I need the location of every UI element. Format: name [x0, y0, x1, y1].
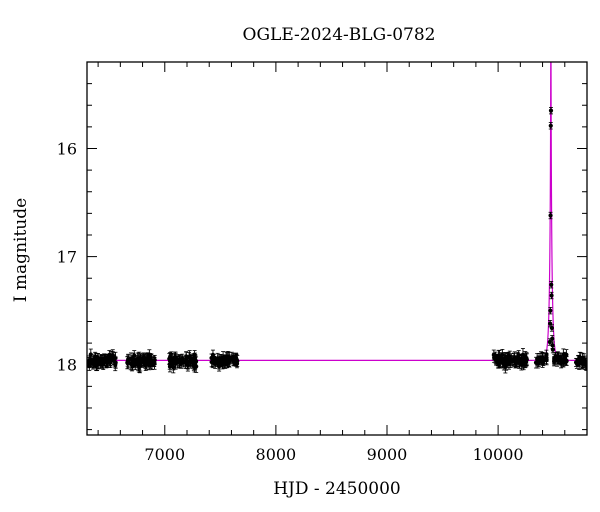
- data-points-layer: [87, 107, 587, 374]
- data-point: [145, 352, 150, 365]
- data-point: [507, 355, 512, 366]
- data-point: [516, 350, 521, 360]
- data-point: [108, 356, 113, 367]
- data-point: [573, 357, 579, 367]
- data-point: [536, 355, 541, 366]
- data-point: [541, 353, 546, 364]
- y-axis-label: I magnitude: [11, 198, 31, 302]
- data-point: [136, 353, 141, 365]
- x-tick-label: 9000: [367, 445, 408, 464]
- data-point: [491, 349, 496, 361]
- data-point: [171, 356, 176, 371]
- chart-title: OGLE-2024-BLG-0782: [243, 25, 436, 45]
- x-tick-label: 8000: [256, 445, 297, 464]
- x-tick-label: 10000: [473, 445, 524, 464]
- data-point: [548, 107, 554, 115]
- data-point: [548, 122, 553, 130]
- data-point: [524, 352, 529, 365]
- y-tick-label: 18: [57, 356, 77, 375]
- data-point: [130, 355, 135, 368]
- data-point: [547, 338, 552, 346]
- data-point: [152, 356, 157, 368]
- data-point: [555, 351, 560, 361]
- data-point: [98, 354, 103, 366]
- x-tick-labels: 7000 8000 9000 10000: [144, 445, 523, 464]
- plot-frame: [86, 61, 588, 436]
- data-point: [561, 355, 566, 367]
- data-point: [113, 358, 118, 368]
- data-point: [104, 354, 109, 365]
- data-point: [495, 353, 500, 367]
- x-tick-label: 7000: [144, 445, 185, 464]
- model-curve: [87, 62, 587, 361]
- data-point: [125, 356, 130, 370]
- data-point: [148, 356, 153, 369]
- data-point: [549, 281, 554, 289]
- data-point: [578, 352, 583, 365]
- y-tick-labels: 16 17 18: [57, 139, 77, 374]
- data-point: [210, 349, 216, 360]
- data-point: [209, 356, 214, 368]
- data-point: [233, 352, 239, 364]
- data-point: [520, 348, 526, 362]
- data-point: [549, 291, 554, 300]
- data-point: [512, 355, 517, 367]
- data-point: [188, 355, 194, 366]
- x-axis-label: HJD - 2450000: [273, 479, 401, 499]
- data-point: [177, 354, 182, 369]
- y-tick-label: 17: [57, 248, 77, 267]
- data-point: [87, 357, 91, 368]
- data-point: [91, 357, 96, 369]
- data-point: [548, 319, 553, 328]
- data-point: [548, 307, 553, 315]
- data-point: [544, 354, 549, 366]
- data-point: [550, 335, 555, 343]
- data-point: [191, 353, 197, 366]
- model-curve-layer: [87, 62, 587, 361]
- data-point: [548, 211, 553, 220]
- data-point: [217, 354, 223, 364]
- axis-ticks: [87, 61, 588, 435]
- y-tick-label: 16: [57, 139, 77, 158]
- data-point: [184, 351, 189, 366]
- data-point: [501, 357, 507, 371]
- data-point: [226, 351, 231, 364]
- data-point: [550, 345, 555, 354]
